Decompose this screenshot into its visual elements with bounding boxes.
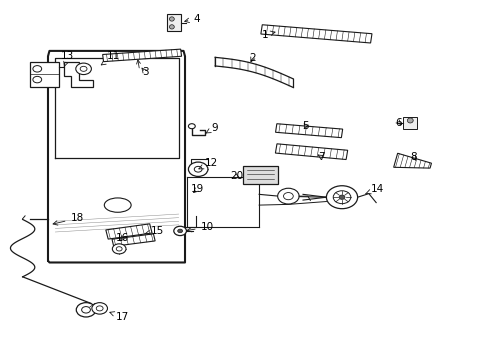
Polygon shape xyxy=(64,62,93,87)
Text: 10: 10 xyxy=(187,222,213,232)
Polygon shape xyxy=(112,234,155,246)
Circle shape xyxy=(76,63,91,75)
Text: 9: 9 xyxy=(205,123,218,133)
Circle shape xyxy=(33,76,41,83)
Text: 4: 4 xyxy=(184,14,200,24)
Text: 18: 18 xyxy=(53,213,83,225)
Circle shape xyxy=(173,226,186,235)
Circle shape xyxy=(194,166,202,172)
Circle shape xyxy=(338,195,344,199)
Circle shape xyxy=(188,124,195,129)
Text: 8: 8 xyxy=(409,152,416,162)
Bar xyxy=(242,166,277,184)
Text: 11: 11 xyxy=(101,51,120,65)
Polygon shape xyxy=(260,25,371,43)
Polygon shape xyxy=(275,144,347,159)
Text: 3: 3 xyxy=(142,67,148,77)
Circle shape xyxy=(283,193,293,200)
Circle shape xyxy=(33,66,41,72)
Ellipse shape xyxy=(407,118,412,123)
FancyBboxPatch shape xyxy=(167,14,181,31)
Text: 17: 17 xyxy=(110,312,129,322)
Circle shape xyxy=(116,247,122,251)
Circle shape xyxy=(92,303,107,314)
Text: 12: 12 xyxy=(199,158,217,169)
Circle shape xyxy=(277,188,299,204)
Text: 6: 6 xyxy=(395,118,402,128)
Circle shape xyxy=(326,186,357,209)
Polygon shape xyxy=(105,224,152,239)
Circle shape xyxy=(188,162,207,176)
Circle shape xyxy=(177,229,182,233)
Text: 7: 7 xyxy=(317,152,324,162)
Text: 20: 20 xyxy=(229,171,243,181)
Text: 2: 2 xyxy=(249,53,256,63)
Text: 15: 15 xyxy=(144,226,163,236)
Circle shape xyxy=(76,303,96,317)
Polygon shape xyxy=(393,153,430,168)
Circle shape xyxy=(332,191,350,204)
Text: 19: 19 xyxy=(190,184,203,194)
Ellipse shape xyxy=(169,17,174,21)
Polygon shape xyxy=(102,49,181,62)
Ellipse shape xyxy=(169,25,174,29)
Text: 5: 5 xyxy=(302,121,308,131)
Polygon shape xyxy=(275,124,342,138)
Text: 1: 1 xyxy=(261,30,274,40)
Circle shape xyxy=(80,66,87,71)
Polygon shape xyxy=(30,62,59,87)
Text: 14: 14 xyxy=(365,184,384,194)
Ellipse shape xyxy=(104,198,131,212)
Bar xyxy=(403,117,416,129)
Text: 16: 16 xyxy=(116,233,129,243)
Circle shape xyxy=(112,244,126,254)
Circle shape xyxy=(81,307,90,313)
Text: 13: 13 xyxy=(61,51,74,67)
Circle shape xyxy=(96,306,103,311)
